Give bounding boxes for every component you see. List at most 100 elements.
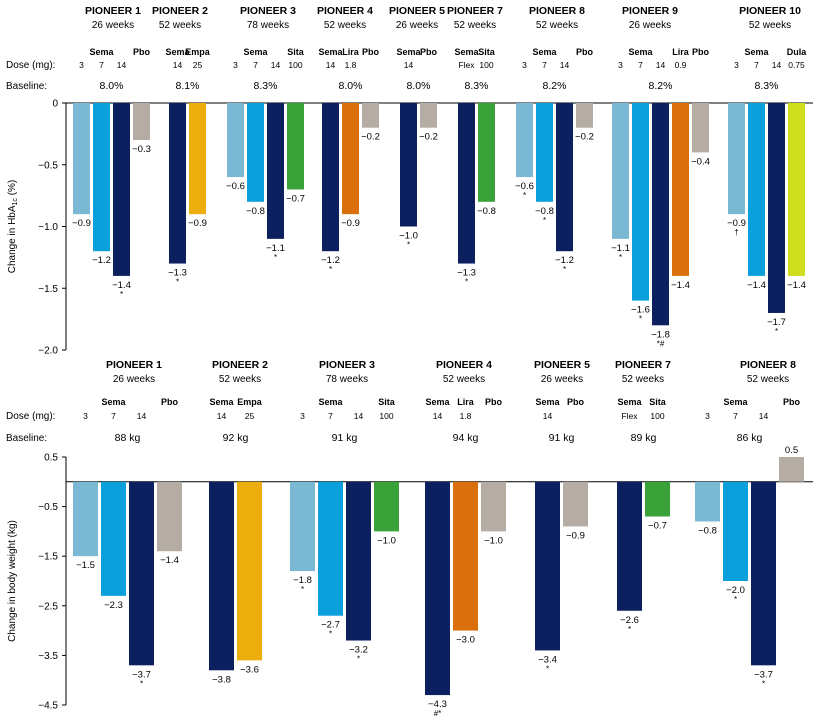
significance-mark: * [329, 630, 332, 639]
drug-label: Empa [237, 397, 263, 407]
significance-mark: * [639, 315, 642, 324]
trial-name: PIONEER 7 [447, 5, 503, 17]
y-tick-label: −2.0 [38, 346, 58, 357]
drug-label: Sema [425, 397, 450, 407]
bar [113, 103, 130, 276]
baseline-row-label: Baseline: [6, 81, 47, 92]
bar-value-label: −3.6 [240, 664, 259, 675]
drug-label: Pbo [567, 397, 585, 407]
bar [189, 103, 206, 215]
drug-label: Sema [101, 397, 126, 407]
bar [362, 103, 379, 128]
trial-name: PIONEER 3 [240, 5, 296, 17]
drug-label: Sema [628, 47, 653, 57]
drug-label: Sema [744, 47, 769, 57]
bar-value-label: −2.0 [726, 585, 745, 596]
dose-value: 3 [522, 60, 527, 70]
bar [692, 103, 709, 153]
dose-value: 7 [99, 60, 104, 70]
baseline-value: 92 kg [223, 432, 249, 444]
bar [73, 481, 98, 557]
baseline-value: 86 kg [737, 432, 763, 444]
bar-value-label: −2.6 [620, 615, 639, 626]
drug-label: Pbo [133, 47, 151, 57]
bar [237, 481, 262, 661]
bar-value-label: −1.0 [484, 535, 503, 546]
baseline-value: 8.3% [755, 80, 779, 92]
trial-name: PIONEER 8 [529, 5, 585, 17]
dose-value: Flex [621, 411, 638, 421]
trial-name: PIONEER 2 [152, 5, 208, 17]
bar [93, 103, 110, 252]
trial-duration: 52 weeks [747, 374, 789, 385]
trial-name: PIONEER 4 [317, 5, 373, 17]
bar [73, 103, 90, 215]
significance-mark: * [619, 253, 622, 262]
significance-mark: * [301, 585, 304, 594]
bar-value-label: −1.3 [168, 268, 187, 279]
bar-value-label: −2.3 [104, 600, 123, 611]
dose-value: 25 [245, 411, 255, 421]
dose-value: 14 [173, 60, 183, 70]
y-tick-label: 0.5 [44, 453, 58, 464]
bar [101, 481, 126, 596]
significance-mark: * [176, 278, 179, 287]
trial-name: PIONEER 10 [739, 5, 801, 17]
dose-value: 0.75 [788, 60, 805, 70]
baseline-value: 8.3% [254, 80, 278, 92]
dose-value: 3 [300, 411, 305, 421]
bar-value-label: −1.8 [293, 575, 312, 586]
significance-mark: * [140, 679, 143, 688]
bar [287, 103, 304, 190]
trial-name: PIONEER 1 [106, 359, 162, 371]
bar-value-label: −0.2 [419, 132, 438, 143]
drug-label: Pbo [576, 47, 594, 57]
bar-value-label: −0.3 [132, 144, 151, 155]
bar-value-label: −0.9 [72, 218, 91, 229]
significance-mark: † [734, 228, 738, 237]
dose-row-label: Dose (mg): [6, 411, 55, 422]
bar-value-label: −1.1 [611, 243, 630, 254]
bar [751, 481, 776, 666]
dose-value: 7 [111, 411, 116, 421]
dose-value: 3 [79, 60, 84, 70]
drug-label: Sema [617, 397, 642, 407]
drug-label: Sema [318, 47, 343, 57]
y-tick-label: −1.5 [38, 284, 58, 295]
bar [267, 103, 284, 239]
y-axis-label: Change in body weight (kg) [7, 520, 18, 642]
trial-duration: 26 weeks [113, 374, 155, 385]
dose-value: 3 [734, 60, 739, 70]
trial-duration: 26 weeks [541, 374, 583, 385]
bar [536, 103, 553, 202]
bar [157, 481, 182, 552]
bar-value-label: −3.7 [754, 669, 773, 680]
dose-value: 7 [542, 60, 547, 70]
dose-value: 100 [288, 60, 302, 70]
trial-duration: 52 weeks [159, 20, 201, 31]
baseline-value: 8.0% [100, 80, 124, 92]
dose-value: 14 [217, 411, 227, 421]
trial-name: PIONEER 1 [85, 5, 141, 17]
dose-value: 100 [479, 60, 493, 70]
bar [779, 457, 804, 482]
bar-value-label: 0.5 [785, 445, 798, 456]
bar-value-label: −0.8 [477, 206, 496, 217]
drug-label: Sema [89, 47, 114, 57]
bar-value-label: −1.7 [767, 317, 786, 328]
y-tick-label: −1.5 [38, 552, 58, 563]
bar [478, 103, 495, 202]
trial-duration: 26 weeks [396, 20, 438, 31]
significance-mark: * [120, 290, 123, 299]
bar [290, 481, 315, 572]
bar [420, 103, 437, 128]
bar-value-label: −1.0 [399, 231, 418, 242]
dose-value: 14 [656, 60, 666, 70]
bar-value-label: −1.2 [321, 255, 340, 266]
dose-value: 3 [705, 411, 710, 421]
dose-value: 3 [233, 60, 238, 70]
bar [632, 103, 649, 301]
drug-label: Sema [454, 47, 479, 57]
drug-label: Sita [478, 47, 496, 57]
bar-value-label: −3.2 [349, 645, 368, 656]
